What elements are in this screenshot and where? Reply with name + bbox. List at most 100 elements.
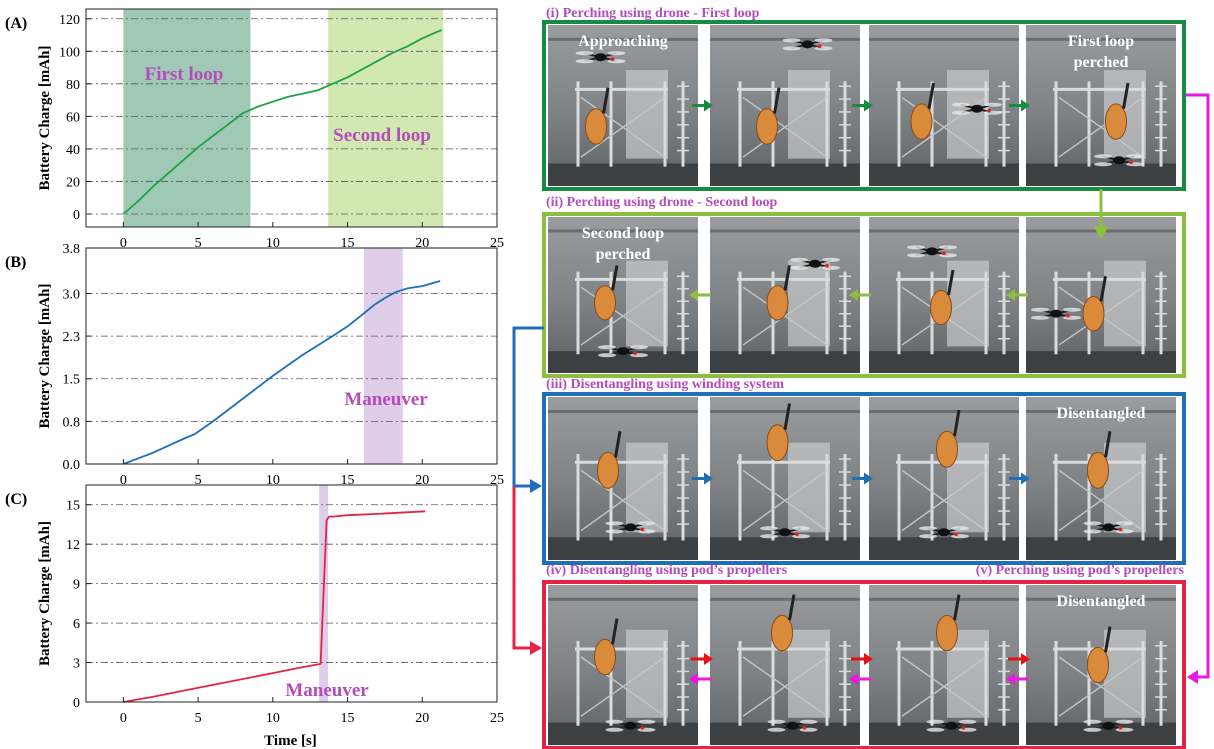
y-tick-label: 60 bbox=[66, 110, 80, 125]
frame-brace bbox=[580, 96, 666, 158]
y-axis-label: Battery Charge [mAh] bbox=[37, 521, 53, 666]
panel-label: (B) bbox=[5, 254, 26, 271]
drone-propeller bbox=[605, 727, 624, 732]
photo-frame bbox=[1026, 217, 1176, 373]
drone-propeller bbox=[907, 253, 925, 258]
drone-propeller bbox=[1115, 521, 1134, 526]
drone-propeller bbox=[1031, 315, 1049, 320]
y-tick-label: 12 bbox=[66, 538, 80, 553]
drone-propeller bbox=[637, 727, 656, 732]
drone-propeller bbox=[814, 46, 833, 51]
x-tick-label: 15 bbox=[341, 711, 355, 726]
photo-frame bbox=[548, 397, 698, 560]
stage-title: (iv) Disentangling using pod’s propeller… bbox=[546, 563, 788, 578]
drone-body bbox=[809, 259, 821, 268]
frame-brace bbox=[901, 469, 987, 532]
photo-caption: perched bbox=[1074, 54, 1129, 71]
drone-propeller bbox=[598, 353, 616, 358]
pod-arm bbox=[1122, 82, 1130, 109]
x-tick-label: 10 bbox=[266, 236, 280, 251]
floor bbox=[548, 163, 698, 186]
drone-body bbox=[801, 40, 814, 49]
drone-propeller bbox=[951, 526, 969, 531]
photo-background bbox=[548, 217, 698, 373]
drone-propeller bbox=[767, 727, 786, 732]
span-label: Maneuver bbox=[344, 389, 428, 410]
background-panel bbox=[788, 260, 830, 347]
floor bbox=[1026, 537, 1176, 560]
perching-pod bbox=[597, 451, 619, 489]
drone-propeller bbox=[907, 245, 925, 250]
drone-propeller bbox=[767, 719, 786, 724]
drone-propeller bbox=[1115, 727, 1134, 732]
background-panel bbox=[788, 442, 830, 533]
drone-propeller bbox=[984, 110, 1002, 115]
chart-panel-b: 0.0 0.8 1.5 2.3 3.0 3.8 0 5 10 15 20 25 Battery Char… bbox=[5, 242, 504, 488]
drone-light bbox=[942, 251, 946, 256]
photo-frame: Second loop perched bbox=[548, 217, 698, 373]
drone-propeller bbox=[952, 102, 970, 107]
floor bbox=[710, 351, 860, 373]
stage-4: (iv) Disentangling using pod’s propeller… bbox=[542, 563, 1186, 749]
drone-propeller bbox=[575, 51, 594, 56]
drone-propeller bbox=[782, 46, 801, 51]
pod-arm bbox=[1099, 276, 1107, 302]
photo-frame bbox=[869, 217, 1019, 373]
photo-frame: First loop perched bbox=[1026, 25, 1176, 186]
x-tick-label: 0 bbox=[120, 473, 127, 488]
wall-line bbox=[1026, 597, 1176, 601]
y-axis-label: Battery Charge [mAh] bbox=[37, 46, 53, 191]
drone-propeller bbox=[792, 534, 810, 539]
plot-frame bbox=[85, 8, 498, 228]
drone-propeller bbox=[822, 265, 840, 270]
drone-propeller bbox=[919, 534, 937, 539]
drone-propeller bbox=[605, 529, 624, 534]
drone-light bbox=[633, 351, 637, 355]
floor bbox=[869, 537, 1019, 560]
pod-arm bbox=[953, 594, 961, 621]
wall-line bbox=[710, 229, 860, 233]
stage-title: (iii) Disentangling using winding system bbox=[546, 377, 784, 392]
drone-propeller bbox=[637, 719, 656, 724]
arrow-head bbox=[1006, 289, 1015, 301]
drone-propeller bbox=[1063, 307, 1081, 312]
pod-arm bbox=[773, 87, 781, 114]
photo-background bbox=[710, 585, 860, 745]
x-tick-label: 20 bbox=[415, 473, 429, 488]
drone-propeller bbox=[958, 719, 977, 724]
wall-line bbox=[1026, 410, 1176, 414]
y-tick-label: 1.5 bbox=[63, 373, 81, 388]
drone-propeller bbox=[607, 51, 626, 56]
panel-label: (C) bbox=[5, 491, 27, 508]
drone-propeller bbox=[822, 257, 840, 262]
drone-propeller bbox=[605, 521, 624, 526]
frame-brace bbox=[580, 656, 666, 717]
drone-light bbox=[825, 264, 829, 268]
x-axis-label: Time [s] bbox=[264, 733, 317, 749]
stage-border bbox=[542, 20, 1186, 191]
x-tick-label: 0 bbox=[120, 236, 127, 251]
arrow-head bbox=[864, 99, 873, 112]
drone-propeller bbox=[1126, 154, 1144, 159]
drone-light bbox=[961, 726, 966, 730]
photo-caption: Approaching bbox=[578, 33, 668, 50]
stage-title: (i) Perching using drone - First loop bbox=[546, 6, 760, 21]
background-panel bbox=[626, 629, 668, 718]
photo-frame bbox=[548, 585, 698, 745]
drone-propeller bbox=[630, 345, 648, 350]
stage-border bbox=[542, 212, 1186, 378]
drone-propeller bbox=[782, 38, 801, 43]
arrow-head bbox=[689, 673, 698, 685]
drone-propeller bbox=[637, 529, 656, 534]
wall-line bbox=[869, 229, 1019, 233]
drone-propeller bbox=[790, 265, 808, 270]
floor bbox=[869, 163, 1019, 186]
arrow-head bbox=[864, 653, 873, 665]
y-tick-label: 40 bbox=[66, 143, 80, 158]
drone-light bbox=[1118, 726, 1123, 730]
stage-title: (ii) Perching using drone - Second loop bbox=[546, 195, 778, 210]
pod-arm bbox=[611, 265, 619, 291]
arrow-head bbox=[1006, 673, 1015, 685]
pod-arm bbox=[788, 594, 796, 621]
